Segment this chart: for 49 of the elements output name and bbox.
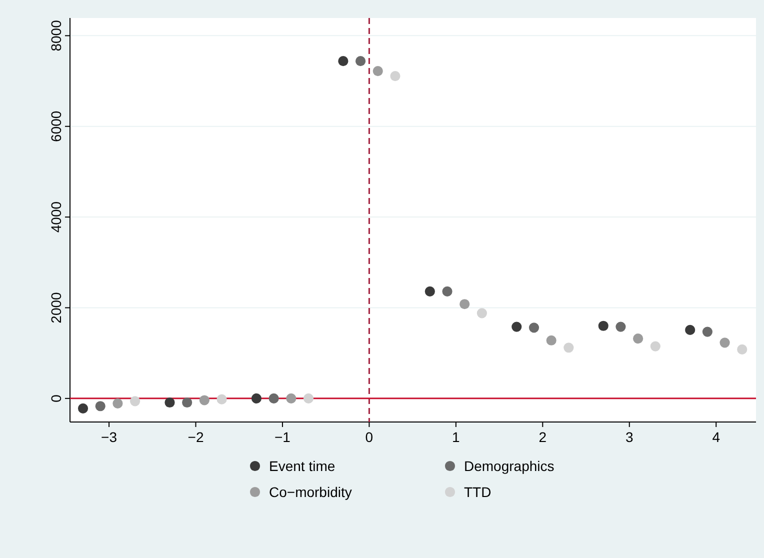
y-tick-label: 4000 <box>48 201 64 233</box>
point <box>164 397 175 408</box>
point <box>598 320 608 331</box>
point <box>390 71 400 82</box>
point <box>616 322 626 332</box>
legend-label: Demographics <box>464 458 554 474</box>
x-tick-label: 4 <box>712 429 720 445</box>
point <box>251 393 262 404</box>
x-tick-label: 2 <box>538 429 547 445</box>
point <box>476 308 487 318</box>
point <box>286 393 296 404</box>
point <box>650 341 660 352</box>
x-tick-label: 1 <box>452 429 460 445</box>
point <box>442 286 452 296</box>
legend-label: Event time <box>269 458 336 474</box>
point <box>633 334 644 344</box>
point <box>303 393 314 404</box>
point <box>564 342 574 353</box>
point <box>720 338 730 348</box>
point <box>95 401 106 412</box>
y-tick-label: 8000 <box>48 20 64 52</box>
legend-label: TTD <box>464 484 492 500</box>
point <box>737 344 748 354</box>
point <box>216 394 227 404</box>
point <box>528 322 540 333</box>
x-tick-label: −3 <box>101 429 118 445</box>
point <box>268 393 279 404</box>
y-tick-label: 2000 <box>48 292 64 324</box>
point <box>355 56 366 66</box>
point <box>199 395 210 406</box>
y-tick-label: 6000 <box>48 110 64 142</box>
point <box>512 322 522 332</box>
point <box>546 335 556 346</box>
point <box>78 403 88 414</box>
point <box>112 398 123 408</box>
point <box>460 299 470 310</box>
x-tick-label: 3 <box>625 429 634 445</box>
legend-label: Co−morbidity <box>269 484 352 500</box>
point <box>130 396 140 406</box>
point <box>685 324 696 335</box>
point <box>338 56 348 66</box>
y-tick-label: 0 <box>48 394 64 402</box>
point <box>372 66 383 76</box>
point <box>424 286 435 296</box>
point <box>182 397 192 408</box>
point <box>702 326 712 337</box>
x-tick-label: −2 <box>188 429 204 445</box>
x-tick-label: −1 <box>274 429 291 445</box>
x-tick-label: 0 <box>365 429 374 445</box>
